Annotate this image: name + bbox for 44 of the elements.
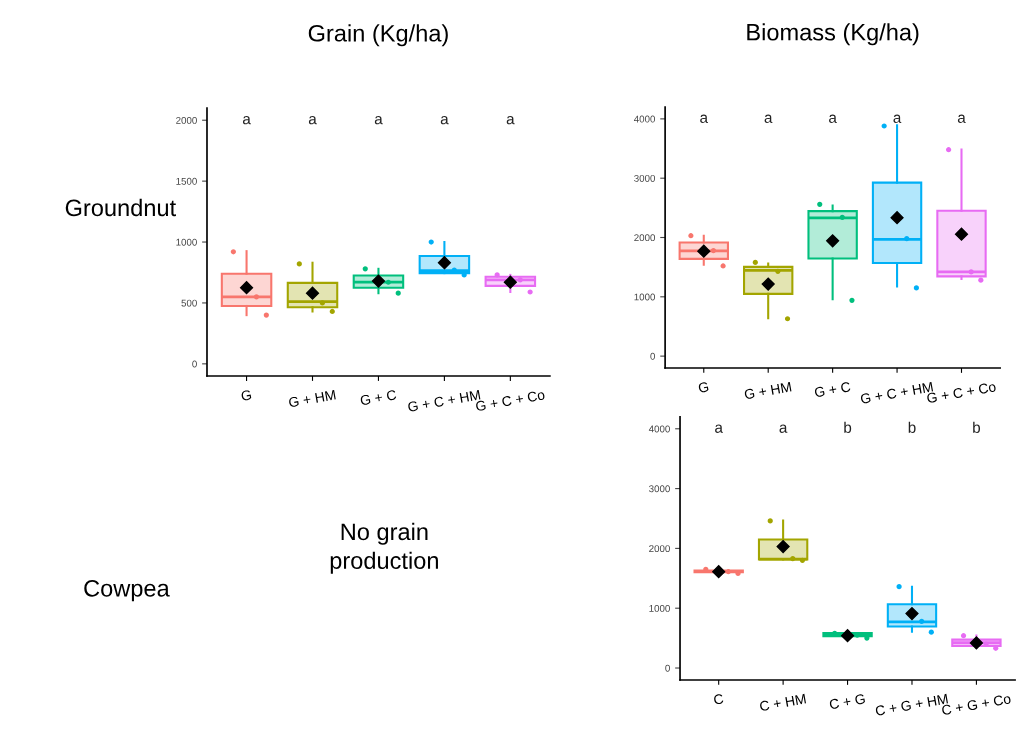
- annotation: a: [764, 114, 773, 123]
- y-tick-label: 1500: [176, 177, 197, 185]
- y-tick-label: 1000: [176, 238, 197, 246]
- y-tick-label: 1000: [649, 604, 670, 612]
- x-tick-label: C + G: [829, 693, 866, 710]
- x-tick-label: G + HM: [288, 389, 336, 408]
- annotation: a: [779, 424, 788, 433]
- annotation: a: [242, 115, 251, 125]
- annotation: a: [308, 115, 317, 125]
- y-tick-label: 0: [665, 664, 670, 672]
- text: Cowpea: [84, 579, 170, 602]
- y-tick-label: 2000: [649, 545, 670, 553]
- annotation: a: [374, 115, 383, 125]
- x-tick-label: G: [240, 389, 252, 402]
- y-tick-label: 3000: [634, 174, 656, 182]
- annotation: a: [506, 115, 515, 125]
- annotation: a: [440, 115, 449, 125]
- annotation: a: [957, 114, 966, 123]
- y-tick-label: 0: [650, 352, 656, 360]
- y-tick-label: 1000: [634, 293, 656, 301]
- y-tick-label: 4000: [633, 115, 656, 123]
- y-tick-label: 4000: [648, 425, 670, 433]
- annotation: a: [715, 424, 723, 433]
- annotation: b: [908, 421, 916, 433]
- x-tick-label: G + HM: [744, 381, 792, 400]
- annotation: a: [829, 114, 837, 123]
- annotation: b: [844, 421, 852, 433]
- chart-title: Grain (Kg/ha): [308, 24, 448, 47]
- y-tick-label: 3000: [649, 485, 670, 493]
- y-tick-label: 500: [181, 299, 197, 307]
- annotation: b: [973, 421, 981, 433]
- text: No grain production: [330, 522, 438, 574]
- annotation: a: [893, 114, 902, 123]
- x-tick-label: G: [698, 381, 709, 393]
- x-tick-label: G + C: [814, 381, 851, 398]
- y-tick-label: 2000: [634, 234, 656, 242]
- y-tick-label: 0: [192, 360, 197, 368]
- y-tick-label: 2000: [176, 116, 197, 124]
- x-tick-label: C + HM: [759, 693, 807, 712]
- x-tick-label: C: [713, 693, 724, 705]
- y-axis-title: Groundnut: [65, 198, 176, 217]
- annotation: a: [700, 114, 709, 123]
- x-tick-label: G + C: [360, 389, 397, 406]
- chart-title: Biomass (Kg/ha): [747, 23, 919, 46]
